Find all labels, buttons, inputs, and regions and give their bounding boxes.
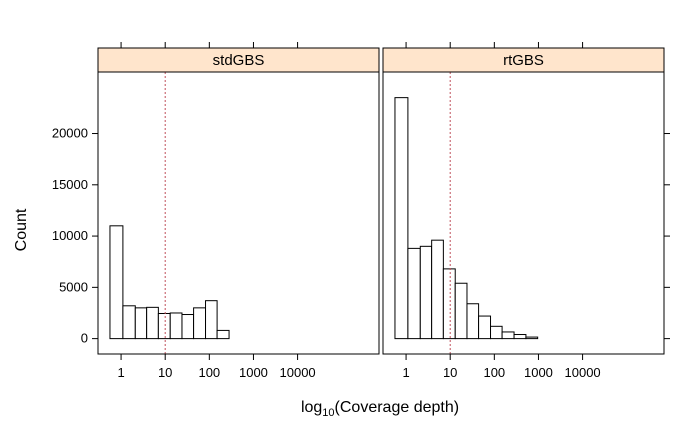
histogram-bar [193,307,207,340]
y-tick-label: 10000 [52,228,88,243]
histogram-bar [419,245,433,340]
panel-outer-frame [97,47,380,355]
histogram-bar [181,314,195,340]
histogram-bar [431,239,444,340]
x-tick-label: 10000 [280,365,316,380]
x-axis-title-suffix: (Coverage depth) [335,399,460,416]
strip-stdGBS [97,47,380,73]
panel-rtGBS: rtGBS 1 10 100 1000 10000 [382,42,665,380]
histogram-bar [407,247,421,340]
y-tick-label: 15000 [52,177,88,192]
x-axis-title-subscript: 10 [322,407,334,419]
histogram-bar [146,306,159,340]
y-tick-label: 0 [81,331,88,346]
panel-stdGBS: stdGBS 1 10 100 1000 10000 [97,42,380,380]
histogram-bar [513,334,527,340]
histogram-bar [454,282,468,340]
x-tick-label: 1 [402,365,409,380]
x-axis-title: log10(Coverage depth) [301,399,459,419]
histogram-bar [394,97,409,340]
histogram-bar [466,303,480,340]
x-tick-label: 10 [158,365,172,380]
panels: stdGBS 1 10 100 1000 10000 rtGBS 1 10 100 1000 1000… [97,42,665,380]
histogram-bar [122,305,136,340]
x-tick-label: 1 [117,365,124,380]
histogram-bar [525,336,539,340]
y-axis: 0 5000 10000 15000 20000 [52,126,670,346]
x-tick-label: 1000 [239,365,268,380]
histogram-bar [216,329,230,340]
x-tick-label: 100 [198,365,220,380]
histogram-bar [157,312,171,340]
histogram-bar [442,268,456,340]
x-tick-label: 10 [443,365,457,380]
y-tick-label: 20000 [52,126,88,141]
y-axis-title: Count [13,208,30,251]
histogram-bar [169,312,183,340]
x-tick-label: 10000 [565,365,601,380]
histogram-bar [134,307,148,340]
histogram-bar [490,325,503,340]
histogram-bar [478,315,492,340]
histogram-bar [501,331,515,340]
x-axis-title-prefix: log [301,399,322,416]
histogram-bar [205,300,218,340]
panel-outer-frame [382,47,665,355]
y-tick-label: 5000 [59,279,88,294]
x-tick-label: 1000 [524,365,553,380]
histogram-bar [109,225,124,340]
strip-label: rtGBS [503,52,544,69]
x-tick-label: 100 [483,365,505,380]
strip-label: stdGBS [213,52,265,69]
